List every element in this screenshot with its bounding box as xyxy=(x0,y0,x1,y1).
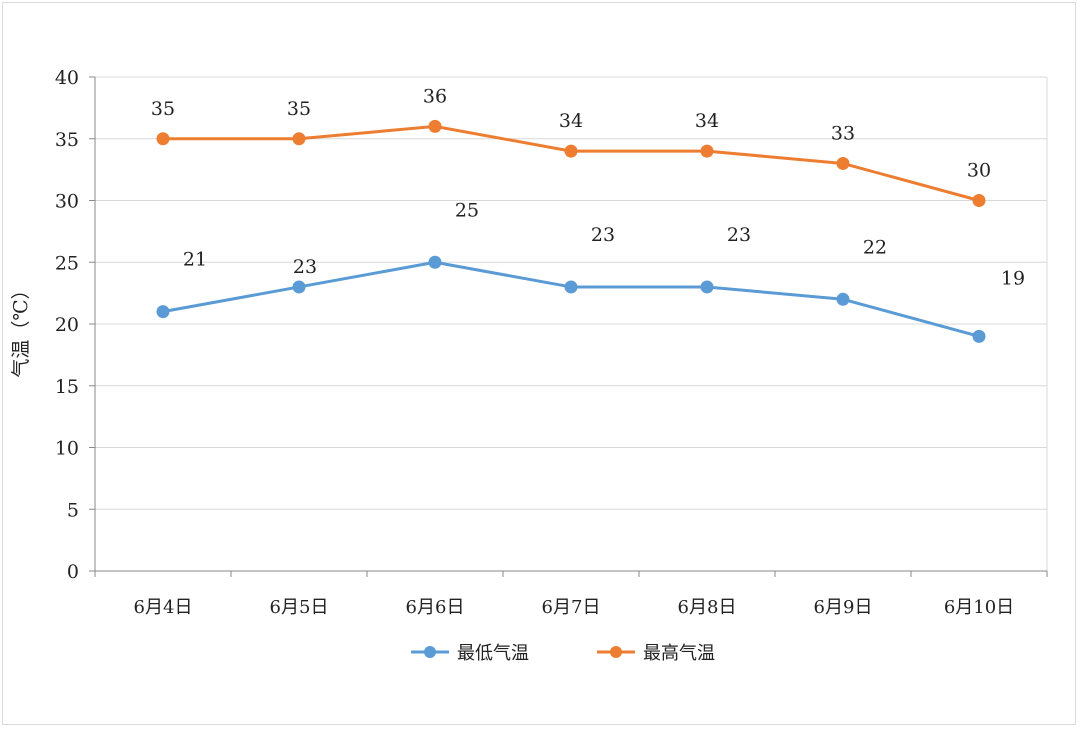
legend-label: 最高气温 xyxy=(643,643,715,664)
data-label: 21 xyxy=(183,249,207,271)
x-tick-label: 6月9日 xyxy=(814,597,873,618)
data-label: 23 xyxy=(293,256,317,278)
y-tick-label: 25 xyxy=(55,252,79,274)
y-tick-label: 10 xyxy=(55,438,79,460)
data-label: 22 xyxy=(863,236,887,258)
axes: 0 5 10 15 20 25 30 35 40 6月4日 6月5日 6月6日 6月7日 6月8日 6月9日… xyxy=(55,67,1048,618)
y-tick-label: 0 xyxy=(67,561,79,583)
data-label: 36 xyxy=(423,85,447,107)
y-tick-label: 20 xyxy=(55,314,79,336)
data-point xyxy=(564,280,578,294)
x-tick-label: 6月6日 xyxy=(406,597,465,618)
line-chart: 0 5 10 15 20 25 30 35 40 6月4日 6月5日 6月6日 6月7日 6月8日 6月9日… xyxy=(10,67,1048,664)
data-point xyxy=(428,255,442,269)
data-point xyxy=(836,156,850,170)
data-label: 33 xyxy=(831,122,855,144)
x-tick-label: 6月5日 xyxy=(270,597,329,618)
y-tick-label: 35 xyxy=(55,129,79,151)
x-tick-label: 6月10日 xyxy=(944,597,1014,618)
series xyxy=(156,119,986,343)
data-label: 34 xyxy=(559,110,583,132)
data-label: 19 xyxy=(1001,267,1025,289)
data-point xyxy=(564,144,578,158)
series-line xyxy=(162,260,980,338)
data-point xyxy=(700,144,714,158)
data-label: 35 xyxy=(287,98,311,120)
x-tick-label: 6月7日 xyxy=(542,597,601,618)
data-point xyxy=(156,305,170,319)
data-label: 35 xyxy=(151,98,175,120)
data-label: 34 xyxy=(695,110,719,132)
y-tick-label: 40 xyxy=(55,67,79,89)
x-tick-label: 6月4日 xyxy=(134,597,193,618)
data-point xyxy=(972,194,986,207)
y-axis-title: 气温（℃） xyxy=(10,280,32,377)
data-label: 25 xyxy=(455,199,479,221)
data-labels: 21 23 25 23 23 22 19 35 35 36 34 34 33 30 xyxy=(151,85,1025,289)
data-label: 23 xyxy=(727,224,751,246)
data-point xyxy=(836,292,850,306)
data-point xyxy=(292,280,306,294)
legend: 最低气温 最高气温 xyxy=(411,643,715,664)
y-tick-label: 15 xyxy=(55,376,79,398)
data-label: 30 xyxy=(967,160,991,182)
data-point xyxy=(292,132,306,146)
series-line xyxy=(163,124,980,202)
data-point xyxy=(428,119,442,133)
x-tick-label: 6月8日 xyxy=(678,597,737,618)
data-point xyxy=(156,132,170,146)
y-tick-label: 5 xyxy=(67,499,79,521)
data-label: 23 xyxy=(591,224,615,246)
data-point xyxy=(700,280,714,294)
legend-marker xyxy=(424,646,436,658)
legend-label: 最低气温 xyxy=(457,643,529,664)
y-tick-label: 30 xyxy=(55,191,79,213)
legend-marker xyxy=(610,646,622,658)
data-point xyxy=(972,329,986,343)
